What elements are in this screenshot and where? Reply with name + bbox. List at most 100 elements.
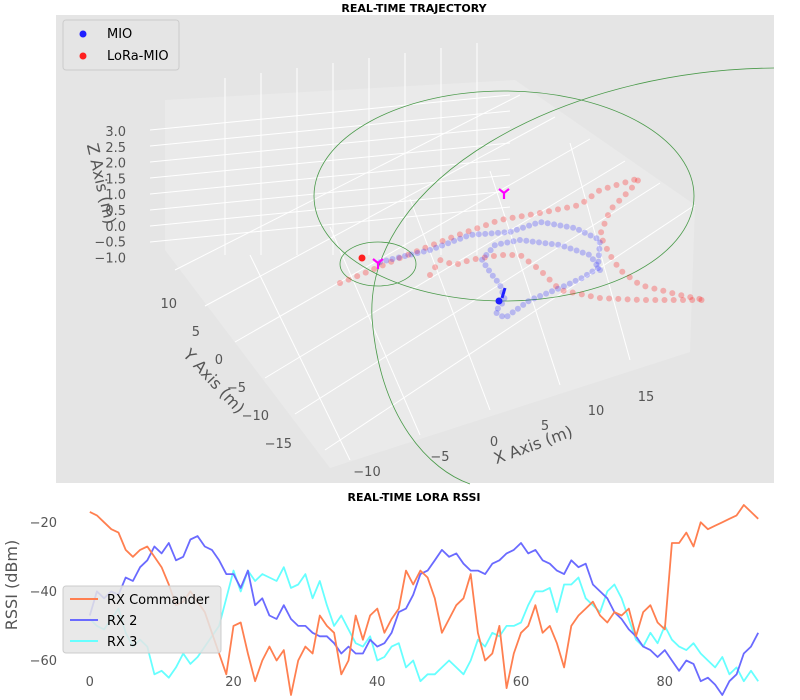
grid-line xyxy=(149,206,511,243)
lora-mio-point xyxy=(439,238,446,244)
grid-line xyxy=(249,254,351,461)
mio-point xyxy=(566,280,573,287)
lora-mio-point xyxy=(613,182,620,188)
legend-marker-lora-mio xyxy=(79,52,87,60)
x-tick-label: 5 xyxy=(541,419,549,434)
mio-point xyxy=(570,224,577,231)
mio-point xyxy=(523,237,530,244)
x-tick-label: 10 xyxy=(588,404,605,419)
mio-point xyxy=(595,258,602,265)
grid-line xyxy=(149,174,511,211)
lora-mio-point xyxy=(616,197,623,204)
z-tick-label: 1.0 xyxy=(105,188,126,203)
lora-mio-point xyxy=(536,210,543,216)
z-tick-label: 3.0 xyxy=(105,125,126,140)
grid-line xyxy=(149,126,511,163)
lora-mio-point xyxy=(465,228,472,235)
lora-mio-point xyxy=(483,222,489,229)
lora-mio-point xyxy=(629,184,635,191)
lora-mio-point xyxy=(643,297,649,303)
mio-point xyxy=(504,239,511,246)
lora-mio-point xyxy=(564,204,571,211)
mio-point xyxy=(499,313,506,320)
lora-mio-point xyxy=(509,214,516,221)
mio-heading-line xyxy=(500,287,507,299)
lora-mio-point xyxy=(491,218,498,225)
mio-point xyxy=(594,265,601,272)
mio-point xyxy=(544,220,551,227)
lora-mio-point xyxy=(604,184,611,191)
lora-mio-point xyxy=(678,292,685,299)
legend-marker-mio xyxy=(79,30,87,38)
mio-point xyxy=(414,250,421,256)
mio-point xyxy=(494,305,501,312)
mio-point xyxy=(581,229,588,236)
z-tick-label: −1.0 xyxy=(94,251,126,266)
lora-mio-point xyxy=(606,295,613,302)
mio-point xyxy=(538,219,545,226)
mio-point xyxy=(560,283,567,290)
lora-mio-point xyxy=(669,290,676,297)
mio-point xyxy=(536,239,542,246)
trajectory-title: REAL-TIME TRAJECTORY xyxy=(341,2,487,15)
mio-point xyxy=(596,239,603,246)
axis-ticks: 3.02.52.01.51.00.50.0−0.5−1.01050−5−10−1… xyxy=(94,125,654,480)
mio-point xyxy=(501,229,508,236)
lora-mio-point xyxy=(362,269,369,276)
lora-mio-point xyxy=(696,295,703,302)
mio-point xyxy=(510,238,517,245)
mio-point xyxy=(589,256,596,263)
mio-point xyxy=(514,305,521,312)
lora-mio-point xyxy=(581,198,588,205)
lora-mio-point xyxy=(388,258,395,265)
lora-mio-point xyxy=(601,220,608,227)
lora-mio-point xyxy=(634,279,641,286)
mio-point xyxy=(532,220,539,227)
mio-point xyxy=(408,251,415,258)
mio-point xyxy=(516,237,523,243)
rssi-y-tick-label: −20 xyxy=(30,516,57,531)
mio-point xyxy=(520,301,527,308)
mio-point xyxy=(463,233,470,240)
y-tick-label: 10 xyxy=(160,297,177,312)
grid-lines xyxy=(149,43,696,461)
mio-point xyxy=(579,249,586,256)
lora-mio-point xyxy=(613,261,620,268)
lora-mio-point xyxy=(689,297,696,303)
lora-mio-point xyxy=(518,252,525,259)
lora-mio-point xyxy=(446,260,453,267)
lora-mio-point xyxy=(588,193,595,200)
grid-line xyxy=(324,204,696,451)
grid-line xyxy=(149,142,511,179)
rssi-legend: RX Commander RX 2 RX 3 xyxy=(62,585,222,654)
lora-mio-point xyxy=(371,266,378,272)
range-circle xyxy=(339,241,417,287)
lora-mio-point xyxy=(533,264,539,270)
grid-line xyxy=(149,190,511,227)
lora-mio-point xyxy=(546,208,552,215)
grid-line xyxy=(149,110,511,147)
rssi-axis-ticks: 0 20 40 60 80 −20 −40 −60 xyxy=(30,516,674,690)
mio-point xyxy=(479,256,486,263)
lora-mio-point xyxy=(651,285,658,292)
lora-mio-point xyxy=(661,297,668,303)
mio-point xyxy=(576,226,582,233)
rssi-line-plot: REAL-TIME LORA RSSI RSSI (dBm) 0 20 40 60 80… xyxy=(2,491,759,696)
grid-line xyxy=(489,170,561,386)
lora-mio-point xyxy=(379,262,386,269)
lora-mio-point xyxy=(605,212,611,219)
legend-label-rx-commander: RX Commander xyxy=(107,593,210,608)
mio-point xyxy=(597,267,603,273)
lora-mio-point xyxy=(608,254,615,260)
mio-point xyxy=(493,277,500,284)
mio-point xyxy=(495,229,501,236)
grid-line xyxy=(264,160,626,379)
mio-point xyxy=(548,241,555,247)
lora-mio-point xyxy=(432,264,439,271)
tri-down-marker xyxy=(498,188,510,199)
rssi-title: REAL-TIME LORA RSSI xyxy=(347,491,480,504)
mio-point xyxy=(445,240,452,247)
lora-mio-point xyxy=(474,225,481,232)
mio-point xyxy=(561,243,568,250)
lora-mio-point xyxy=(670,297,677,303)
